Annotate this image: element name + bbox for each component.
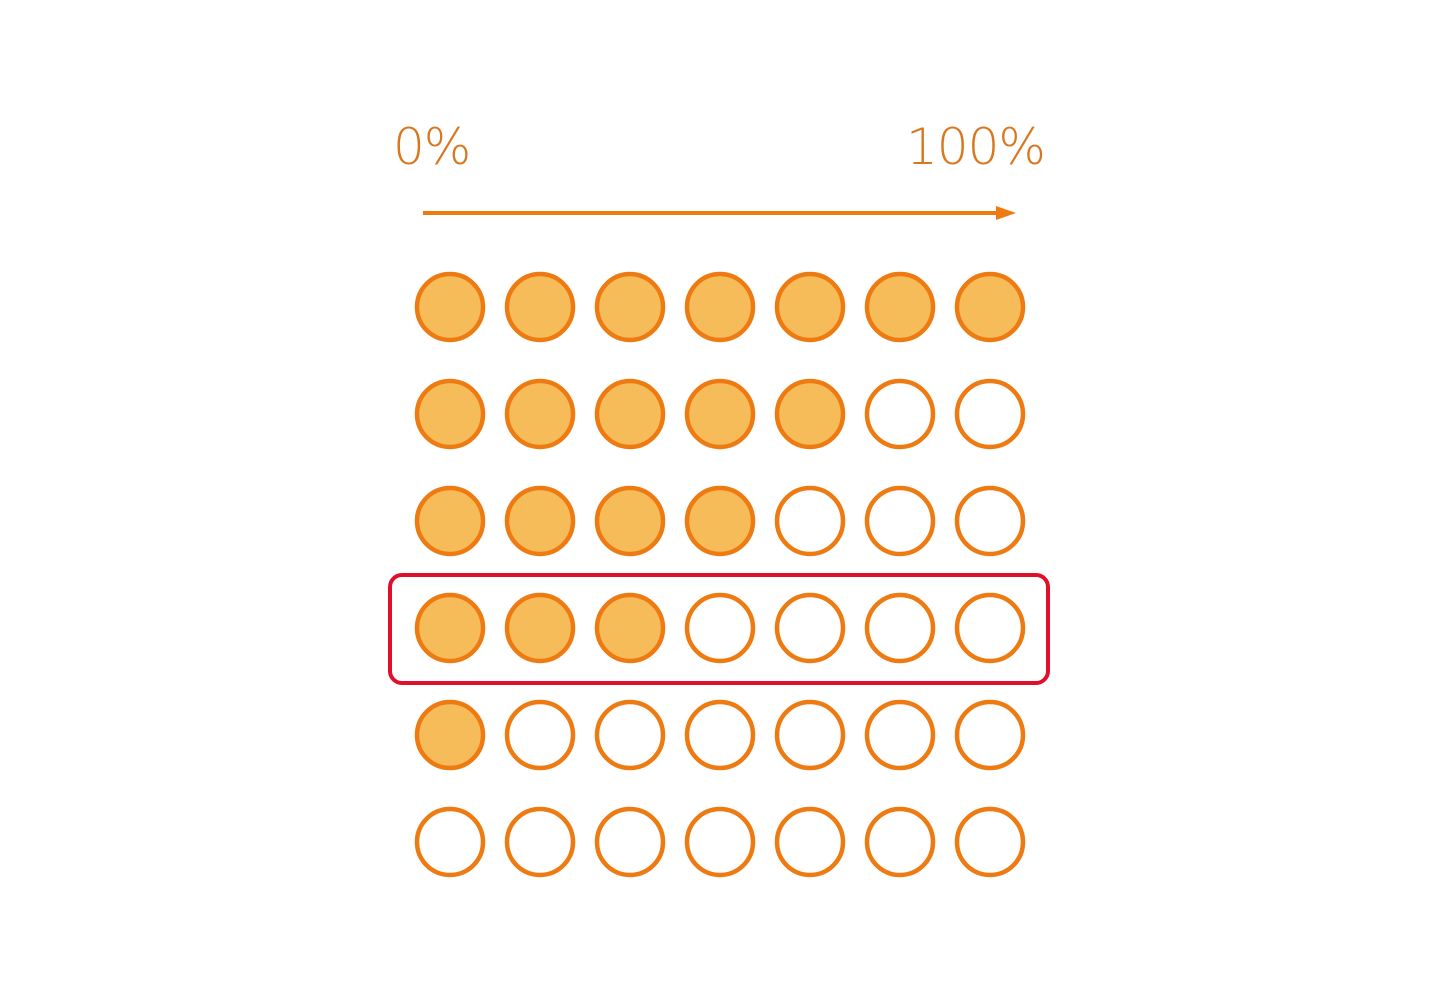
empty-dot: [504, 699, 576, 771]
scale-min-label: 0%: [393, 118, 471, 176]
empty-dot: [864, 699, 936, 771]
empty-dot: [954, 592, 1026, 664]
filled-dot: [414, 699, 486, 771]
empty-dot: [414, 806, 486, 878]
empty-dot: [774, 592, 846, 664]
filled-dot: [594, 592, 666, 664]
empty-dot: [774, 806, 846, 878]
empty-dot: [504, 806, 576, 878]
empty-dot: [594, 806, 666, 878]
filled-dot: [504, 592, 576, 664]
filled-dot: [414, 592, 486, 664]
empty-dot: [774, 699, 846, 771]
filled-dot: [594, 378, 666, 450]
filled-dot: [504, 271, 576, 343]
empty-dot: [684, 699, 756, 771]
empty-dot: [684, 592, 756, 664]
empty-dot: [774, 485, 846, 557]
filled-dot: [954, 271, 1026, 343]
scale-max-label: 100%: [906, 118, 1046, 176]
empty-dot: [954, 699, 1026, 771]
highlight-box: [388, 573, 1050, 685]
empty-dot: [864, 592, 936, 664]
filled-dot: [774, 271, 846, 343]
empty-dot: [864, 806, 936, 878]
empty-dot: [954, 378, 1026, 450]
empty-dot: [954, 806, 1026, 878]
filled-dot: [684, 485, 756, 557]
filled-dot: [684, 271, 756, 343]
filled-dot: [504, 485, 576, 557]
empty-dot: [864, 378, 936, 450]
filled-dot: [594, 485, 666, 557]
filled-dot: [594, 271, 666, 343]
empty-dot: [954, 485, 1026, 557]
arrow-head-icon: [996, 206, 1016, 220]
filled-dot: [774, 378, 846, 450]
empty-dot: [594, 699, 666, 771]
filled-dot: [864, 271, 936, 343]
filled-dot: [414, 378, 486, 450]
filled-dot: [414, 485, 486, 557]
empty-dot: [684, 806, 756, 878]
filled-dot: [414, 271, 486, 343]
empty-dot: [864, 485, 936, 557]
filled-dot: [684, 378, 756, 450]
filled-dot: [504, 378, 576, 450]
